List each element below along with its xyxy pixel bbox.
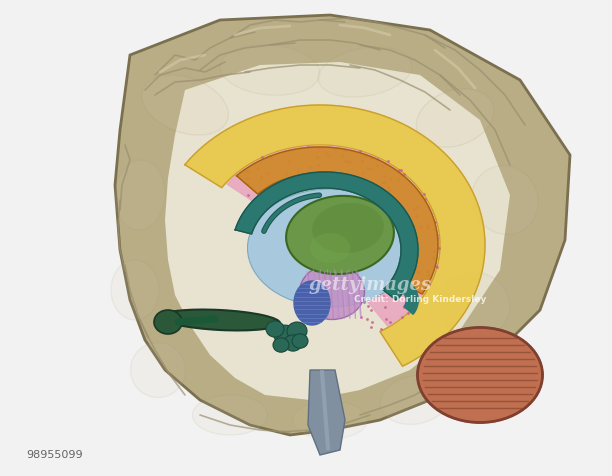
Ellipse shape (273, 338, 289, 352)
Ellipse shape (193, 395, 267, 435)
Ellipse shape (440, 272, 510, 337)
Polygon shape (398, 278, 418, 314)
Polygon shape (235, 172, 418, 300)
Ellipse shape (274, 325, 296, 345)
Text: 98955099: 98955099 (27, 450, 83, 460)
Ellipse shape (266, 321, 284, 337)
Ellipse shape (293, 401, 367, 439)
Ellipse shape (417, 327, 542, 423)
Ellipse shape (318, 47, 412, 97)
Ellipse shape (287, 322, 307, 340)
Ellipse shape (130, 343, 185, 397)
Ellipse shape (299, 265, 365, 319)
Ellipse shape (310, 233, 350, 263)
Polygon shape (237, 147, 438, 294)
Ellipse shape (154, 310, 182, 334)
Polygon shape (294, 281, 330, 325)
Text: gettyimages: gettyimages (308, 276, 431, 294)
Ellipse shape (292, 334, 308, 348)
Ellipse shape (286, 196, 394, 274)
Polygon shape (165, 62, 510, 400)
Ellipse shape (416, 89, 494, 147)
Ellipse shape (380, 376, 450, 425)
Polygon shape (185, 105, 485, 366)
Ellipse shape (220, 45, 320, 95)
Ellipse shape (142, 75, 228, 135)
Polygon shape (308, 370, 345, 455)
Ellipse shape (111, 260, 159, 320)
Polygon shape (227, 146, 438, 326)
Ellipse shape (115, 160, 165, 230)
Ellipse shape (284, 335, 302, 351)
Ellipse shape (160, 309, 280, 330)
Polygon shape (115, 15, 570, 435)
Ellipse shape (472, 166, 538, 234)
Ellipse shape (312, 203, 384, 253)
Text: Credit: Dorling Kindersley: Credit: Dorling Kindersley (354, 296, 486, 305)
Ellipse shape (247, 189, 412, 307)
